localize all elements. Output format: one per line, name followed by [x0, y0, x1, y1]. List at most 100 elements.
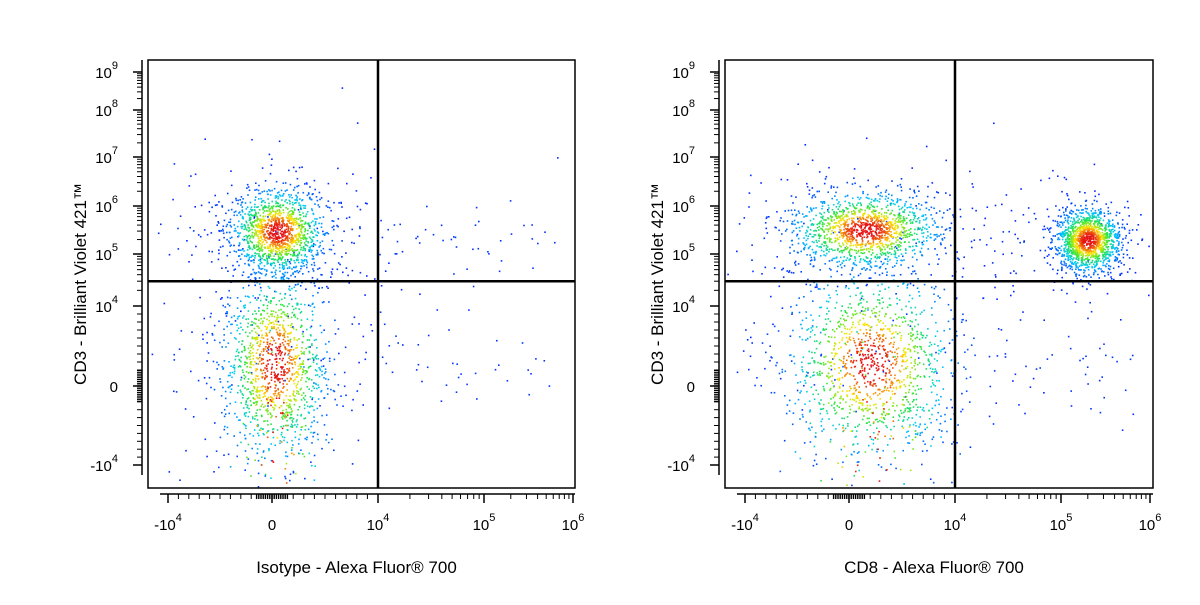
event-dot — [293, 380, 295, 382]
event-dot — [278, 256, 280, 258]
event-dot — [249, 332, 251, 334]
event-dot — [239, 419, 241, 421]
event-dot — [821, 425, 823, 427]
event-dot — [216, 362, 218, 364]
event-dot — [819, 212, 821, 214]
event-dot — [273, 326, 275, 328]
event-dot — [781, 269, 783, 271]
event-dot — [338, 328, 340, 330]
event-dot — [312, 311, 314, 313]
event-dot — [294, 424, 296, 426]
event-dot — [301, 247, 303, 249]
event-dot — [247, 463, 249, 465]
event-dot — [300, 366, 302, 368]
event-dot — [1112, 245, 1114, 247]
event-dot — [314, 307, 316, 309]
event-dot — [836, 261, 838, 263]
event-dot — [270, 194, 272, 196]
event-dot — [488, 253, 490, 255]
event-dot — [806, 215, 808, 217]
event-dot — [806, 317, 808, 319]
event-dot — [281, 417, 283, 419]
event-dot — [312, 303, 314, 305]
event-dot — [984, 225, 986, 227]
event-dot — [258, 310, 260, 312]
event-dot — [194, 206, 196, 208]
event-dot — [943, 233, 945, 235]
event-dot — [1048, 254, 1050, 256]
event-dot — [315, 339, 317, 341]
event-dot — [752, 271, 754, 273]
event-dot — [254, 204, 256, 206]
event-dot — [242, 385, 244, 387]
event-dot — [287, 425, 289, 427]
event-dot — [795, 215, 797, 217]
event-dot — [811, 257, 813, 259]
event-dot — [280, 252, 282, 254]
event-dot — [810, 314, 812, 316]
event-dot — [305, 373, 307, 375]
event-dot — [314, 203, 316, 205]
event-dot — [1070, 227, 1072, 229]
event-dot — [225, 413, 227, 415]
event-dot — [269, 247, 271, 249]
event-dot — [1005, 356, 1007, 358]
event-dot — [1111, 251, 1113, 253]
event-dot — [899, 237, 901, 239]
event-dot — [173, 354, 175, 356]
event-dot — [278, 250, 280, 252]
event-dot — [298, 439, 300, 441]
event-dot — [387, 229, 389, 231]
event-dot — [263, 396, 265, 398]
event-dot — [265, 180, 267, 182]
event-dot — [337, 269, 339, 271]
event-dot — [993, 423, 995, 425]
event-dot — [267, 347, 269, 349]
event-dot — [265, 346, 267, 348]
event-dot — [275, 206, 277, 208]
event-dot — [814, 334, 816, 336]
event-dot — [250, 475, 252, 477]
event-dot — [304, 408, 306, 410]
event-dot — [258, 193, 260, 195]
event-dot — [231, 324, 233, 326]
event-dot — [936, 254, 938, 256]
event-dot — [910, 207, 912, 209]
event-dot — [1084, 192, 1086, 194]
event-dot — [883, 262, 885, 264]
event-dot — [268, 205, 270, 207]
event-dot — [308, 429, 310, 431]
event-dot — [727, 274, 729, 276]
event-dot — [881, 466, 883, 468]
event-dot — [1065, 226, 1067, 228]
event-dot — [916, 195, 918, 197]
event-dot — [807, 238, 809, 240]
event-dot — [284, 235, 286, 237]
event-dot — [915, 215, 917, 217]
event-dot — [287, 333, 289, 335]
event-dot — [221, 267, 223, 269]
event-dot — [917, 287, 919, 289]
event-dot — [374, 148, 376, 150]
event-dot — [304, 242, 306, 244]
event-dot — [811, 209, 813, 211]
event-dot — [904, 205, 906, 207]
event-dot — [263, 231, 265, 233]
event-dot — [799, 312, 801, 314]
event-dot — [818, 288, 820, 290]
event-dot — [791, 360, 793, 362]
event-dot — [310, 426, 312, 428]
event-dot — [260, 353, 262, 355]
event-dot — [380, 311, 382, 313]
event-dot — [319, 242, 321, 244]
event-dot — [280, 391, 282, 393]
event-dot — [395, 335, 397, 337]
event-dot — [325, 343, 327, 345]
event-dot — [258, 271, 260, 273]
event-dot — [247, 326, 249, 328]
event-dot — [965, 320, 967, 322]
event-dot — [476, 207, 478, 209]
event-dot — [283, 249, 285, 251]
event-dot — [922, 236, 924, 238]
event-dot — [238, 221, 240, 223]
